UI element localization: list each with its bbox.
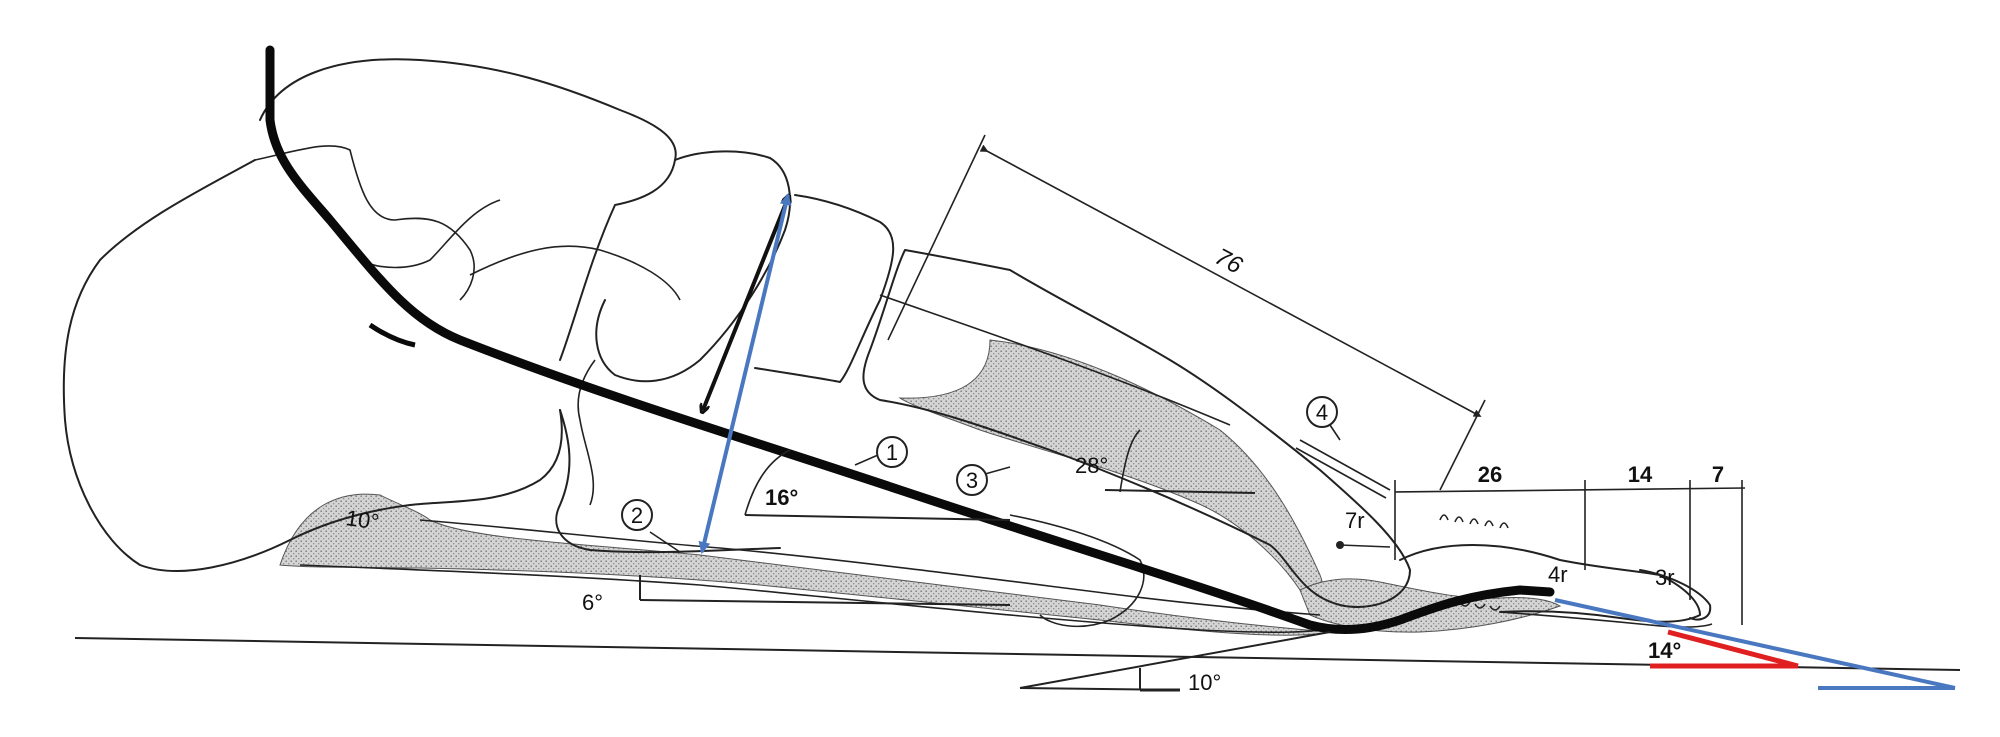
toe-tip-outline <box>1639 569 1712 621</box>
dim76-line <box>979 144 1482 417</box>
pin-4-line-a <box>1299 439 1391 491</box>
calcaneus-outline <box>62 159 563 572</box>
blue-double-arrow <box>698 193 792 554</box>
talus-curve <box>359 199 501 269</box>
cuboid-outline <box>555 409 781 554</box>
phalanx-marks <box>1439 514 1509 529</box>
radius-7r-label: 7r <box>1345 508 1365 533</box>
radius-7r-line <box>1339 544 1391 548</box>
ground-line <box>74 637 1961 671</box>
talus-outline <box>259 58 677 361</box>
blue-toe-line <box>1554 598 1956 690</box>
dim-right-baseline <box>1394 487 1746 493</box>
leader-3 <box>984 466 1011 475</box>
svg-text:4: 4 <box>1316 400 1328 425</box>
leader-1 <box>854 454 879 466</box>
heel-angle-mark: 10° <box>344 505 380 534</box>
cuneiform-outline <box>754 194 895 383</box>
marker-1: 1 <box>876 436 908 468</box>
dimension-14-label: 14 <box>1628 462 1653 487</box>
angle-28-label: 28° <box>1075 453 1108 478</box>
radius-7r-center <box>1336 541 1344 549</box>
lateral-column-line <box>577 359 596 506</box>
marker-3: 3 <box>956 464 988 496</box>
svg-text:1: 1 <box>886 440 898 465</box>
toe-outline <box>1399 544 1701 623</box>
sole-lower-line <box>299 564 1321 634</box>
red-angle-line <box>1667 629 1799 669</box>
heavy-profile-line <box>265 45 1555 635</box>
reference-line-6deg <box>639 599 1011 606</box>
svg-text:3: 3 <box>966 468 978 493</box>
sole-upper-line <box>419 519 1321 616</box>
marker-2: 2 <box>621 499 653 531</box>
sinus-tarsi-line <box>469 245 681 301</box>
talus-inner-line <box>254 145 475 301</box>
svg-text:2: 2 <box>631 503 643 528</box>
leader-2 <box>649 531 681 553</box>
radius-4r-label: 4r <box>1548 562 1568 587</box>
angle-14-label: 14° <box>1648 638 1681 663</box>
dimension-7-label: 7 <box>1712 462 1724 487</box>
fifth-metatarsal-curve <box>1009 514 1145 628</box>
dimension-26-label: 26 <box>1478 462 1502 487</box>
dim76-ext-left <box>887 134 986 341</box>
arc-28deg <box>1119 429 1141 493</box>
toe-lower-line <box>1499 611 1713 628</box>
angle-16-label: 16° <box>765 485 798 510</box>
angle-6-label: 6° <box>582 590 603 615</box>
leader-4 <box>1329 424 1341 441</box>
angle-10-label: 10° <box>1188 670 1221 695</box>
marker-4: 4 <box>1306 396 1338 428</box>
reference-line-28deg <box>1104 489 1256 494</box>
wedge-line-upper <box>1019 631 1331 689</box>
pin-4-line-b <box>1295 447 1387 499</box>
heel-mark-arc <box>368 322 416 348</box>
radius-3r-label: 3r <box>1655 565 1675 590</box>
